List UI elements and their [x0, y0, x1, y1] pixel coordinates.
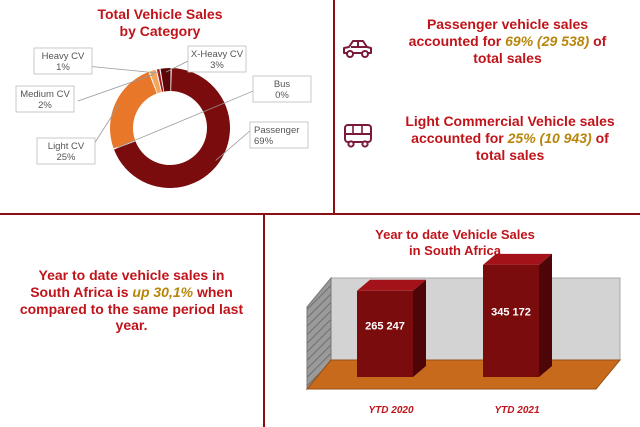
- bar-title: Year to date Vehicle Sales in South Afri…: [305, 227, 605, 258]
- pie-label-box-medium-cv: [15, 85, 75, 113]
- growth-line3: compared to the same period last: [19, 300, 244, 317]
- divider-horizontal: [0, 213, 640, 215]
- bar-title-line2: in South Africa: [409, 242, 501, 258]
- pie-leader-light-cv: [93, 104, 120, 145]
- bar-category-label: YTD 2021: [494, 405, 539, 416]
- bar-value-label: 265 247: [365, 321, 405, 333]
- bar-side-face: [413, 279, 426, 377]
- pie-slice-x-heavy-cv: [160, 68, 171, 92]
- growth-line2-post: when: [193, 283, 233, 300]
- pie-label-value: 1%: [56, 62, 70, 73]
- divider-vertical-bottom: [263, 213, 265, 427]
- bar-top-face: [357, 279, 426, 291]
- bar-ytd-2020: 265 247 YTD 2020: [357, 279, 426, 416]
- panel-growth: Year to date vehicle sales in South Afri…: [0, 215, 263, 427]
- lcv-line1: Light Commercial Vehicle sales: [405, 113, 615, 129]
- growth-line1: Year to date vehicle sales in: [38, 267, 225, 283]
- pie-label-box-passenger: [249, 121, 309, 149]
- divider-vertical-top: [333, 0, 335, 214]
- chart-floor: [305, 359, 622, 390]
- passenger-line1: Passenger vehicle sales: [426, 16, 589, 32]
- growth-text: Year to date vehicle sales in South Afri…: [4, 267, 259, 334]
- pie-label-value: 69%: [254, 136, 274, 147]
- pie-leader-medium-cv: [77, 74, 154, 102]
- car-icon: [343, 40, 372, 58]
- lcv-share-text: Light Commercial Vehicle sales accounted…: [380, 113, 640, 163]
- passenger-line3: total sales: [473, 49, 542, 66]
- passenger-line2-post: of: [589, 32, 607, 49]
- panel-share-stats: Passenger vehicle sales accounted for 69…: [335, 0, 640, 213]
- ytd-bar-chart: 265 247 YTD 2020 345 172 YTD 2021: [305, 253, 622, 416]
- growth-value: up 30,1%: [132, 283, 194, 300]
- pie-label-category: Light CV: [48, 141, 85, 152]
- pie-label-category: X-Heavy CV: [191, 49, 244, 60]
- bar-front-face: [357, 290, 413, 377]
- pie-title-line2: by Category: [119, 22, 201, 39]
- bar-front-face: [483, 264, 539, 377]
- pie-slice-heavy-cv: [156, 68, 164, 92]
- growth-line4: year.: [115, 317, 148, 334]
- passenger-share-text: Passenger vehicle sales accounted for 69…: [380, 16, 635, 66]
- pie-label-category: Passenger: [254, 125, 299, 136]
- pie-slice-light-cv: [110, 71, 157, 149]
- pie-label-box-x-heavy-cv: [187, 45, 247, 73]
- bar-value-label: 345 172: [491, 306, 531, 318]
- pie-label-category: Heavy CV: [42, 51, 85, 62]
- pie-label-category: Medium CV: [20, 89, 70, 100]
- pie-slice-medium-cv: [149, 69, 162, 94]
- pie-label-value: 3%: [210, 60, 224, 71]
- panel-category-pie: Total Vehicle Sales by Category Passenge…: [0, 0, 333, 213]
- pie-slice-passenger: [113, 68, 231, 188]
- bar-title-line1: Year to date Vehicle Sales: [375, 227, 535, 242]
- pie-leader-x-heavy-cv: [165, 59, 191, 73]
- lcv-line2-pre: accounted for: [411, 129, 508, 146]
- pie-leader-passenger: [215, 129, 252, 161]
- bar-category-label: YTD 2020: [368, 405, 413, 416]
- pie-label-category: Bus: [274, 79, 291, 90]
- pie-label-value: 0%: [275, 90, 289, 101]
- pie-leader-bus: [117, 83, 271, 148]
- panel-ytd-bar: Year to date Vehicle Sales in South Afri…: [265, 215, 640, 427]
- pie-label-value: 2%: [38, 100, 52, 111]
- pie-leader-heavy-cv: [85, 65, 159, 74]
- growth-line2-pre: South Africa is: [30, 283, 133, 300]
- bar-top-face: [483, 253, 552, 265]
- lcv-line2-post: of: [591, 129, 609, 146]
- bar-ytd-2021: 345 172 YTD 2021: [483, 253, 552, 416]
- passenger-line2-pre: accounted for: [408, 32, 506, 49]
- passenger-share-value: 69% (29 538): [505, 32, 590, 49]
- bus-icon: [344, 124, 372, 148]
- lcv-share-value: 25% (10 943): [507, 129, 592, 146]
- pie-label-value: 25%: [56, 152, 76, 163]
- bar-side-face: [539, 253, 552, 377]
- pie-label-box-heavy-cv: [33, 47, 93, 75]
- pie-label-box-light-cv: [36, 137, 96, 165]
- pie-label-box-bus: [252, 75, 312, 103]
- pie-title-line1: Total Vehicle Sales: [97, 6, 223, 22]
- pie-title: Total Vehicle Sales by Category: [60, 6, 260, 40]
- lcv-line3: total sales: [475, 146, 545, 163]
